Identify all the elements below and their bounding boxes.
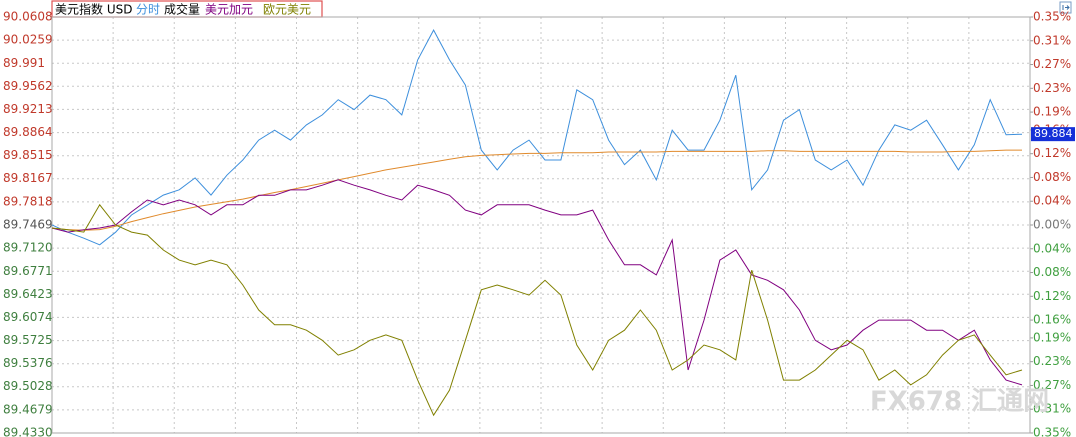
y-tick-label: 89.8515 (3, 148, 53, 162)
y-tick-label: 89.5028 (3, 379, 53, 393)
y2-tick-label: 0.35% (1033, 10, 1071, 24)
y2-tick-label: 0.12% (1033, 146, 1071, 160)
y-tick-label: 89.6074 (3, 310, 53, 324)
y2-tick-label: 0.27% (1033, 378, 1071, 392)
y2-tick-label: 0.19% (1033, 105, 1071, 119)
y-tick-label: 89.5376 (3, 356, 53, 370)
y2-tick-label: 0.19% (1033, 330, 1071, 344)
y2-tick-label: 0.23% (1033, 81, 1071, 95)
y-tick-label: 89.7818 (3, 194, 53, 208)
y2-tick-label: 0.08% (1033, 265, 1071, 279)
y-tick-label: 90.0259 (3, 33, 53, 47)
y-tick-label: 89.7120 (3, 241, 53, 255)
y-tick-label: 89.6771 (3, 264, 53, 278)
legend-title: 美元指数 USD (55, 2, 132, 17)
y2-tick-label: 0.31% (1033, 402, 1071, 416)
corner-button[interactable] (1059, 1, 1072, 14)
y2-tick-label: 0.12% (1033, 289, 1071, 303)
y2-tick-label: 0.04% (1033, 241, 1071, 255)
watermark: FX678 汇通网 (870, 387, 1049, 417)
legend-entry: 欧元美元 (263, 3, 311, 17)
y2-tick-label: 0.35% (1033, 426, 1071, 437)
last-price-label: 89.884 (1034, 127, 1073, 140)
y2-tick-label: 0.00% (1033, 218, 1071, 232)
y2-tick-label: 0.04% (1033, 194, 1071, 208)
y-tick-label: 89.9562 (3, 79, 53, 93)
series-line (51, 179, 1023, 386)
y-tick-label: 89.9213 (3, 102, 53, 116)
y2-tick-label: 0.16% (1033, 313, 1071, 327)
y-tick-label: 89.4679 (3, 402, 53, 416)
y-tick-label: 89.991 (3, 56, 45, 70)
y-tick-label: 89.5725 (3, 333, 53, 347)
y2-tick-label: 0.31% (1033, 33, 1071, 47)
y2-tick-label: 0.27% (1033, 57, 1071, 71)
corner-button-icon[interactable] (1062, 5, 1070, 10)
y-tick-label: 89.8167 (3, 171, 53, 185)
y-tick-label: 90.0608 (3, 10, 53, 24)
legend-entry: 分时 (136, 3, 160, 17)
y-tick-label: 89.8864 (3, 125, 53, 139)
legend-entry: 美元加元 (205, 3, 253, 17)
y2-tick-label: 0.08% (1033, 170, 1071, 184)
y2-tick-label: 0.23% (1033, 354, 1071, 368)
y-tick-label: 89.6423 (3, 287, 53, 301)
legend-volume: 成交量 (164, 2, 200, 17)
y-tick-label: 89.4330 (3, 426, 53, 437)
series-line (51, 149, 1022, 231)
series-line (51, 203, 1023, 417)
series-line (51, 29, 1023, 246)
y-tick-label: 89.7469 (3, 218, 53, 232)
last-price-box (1031, 127, 1075, 142)
